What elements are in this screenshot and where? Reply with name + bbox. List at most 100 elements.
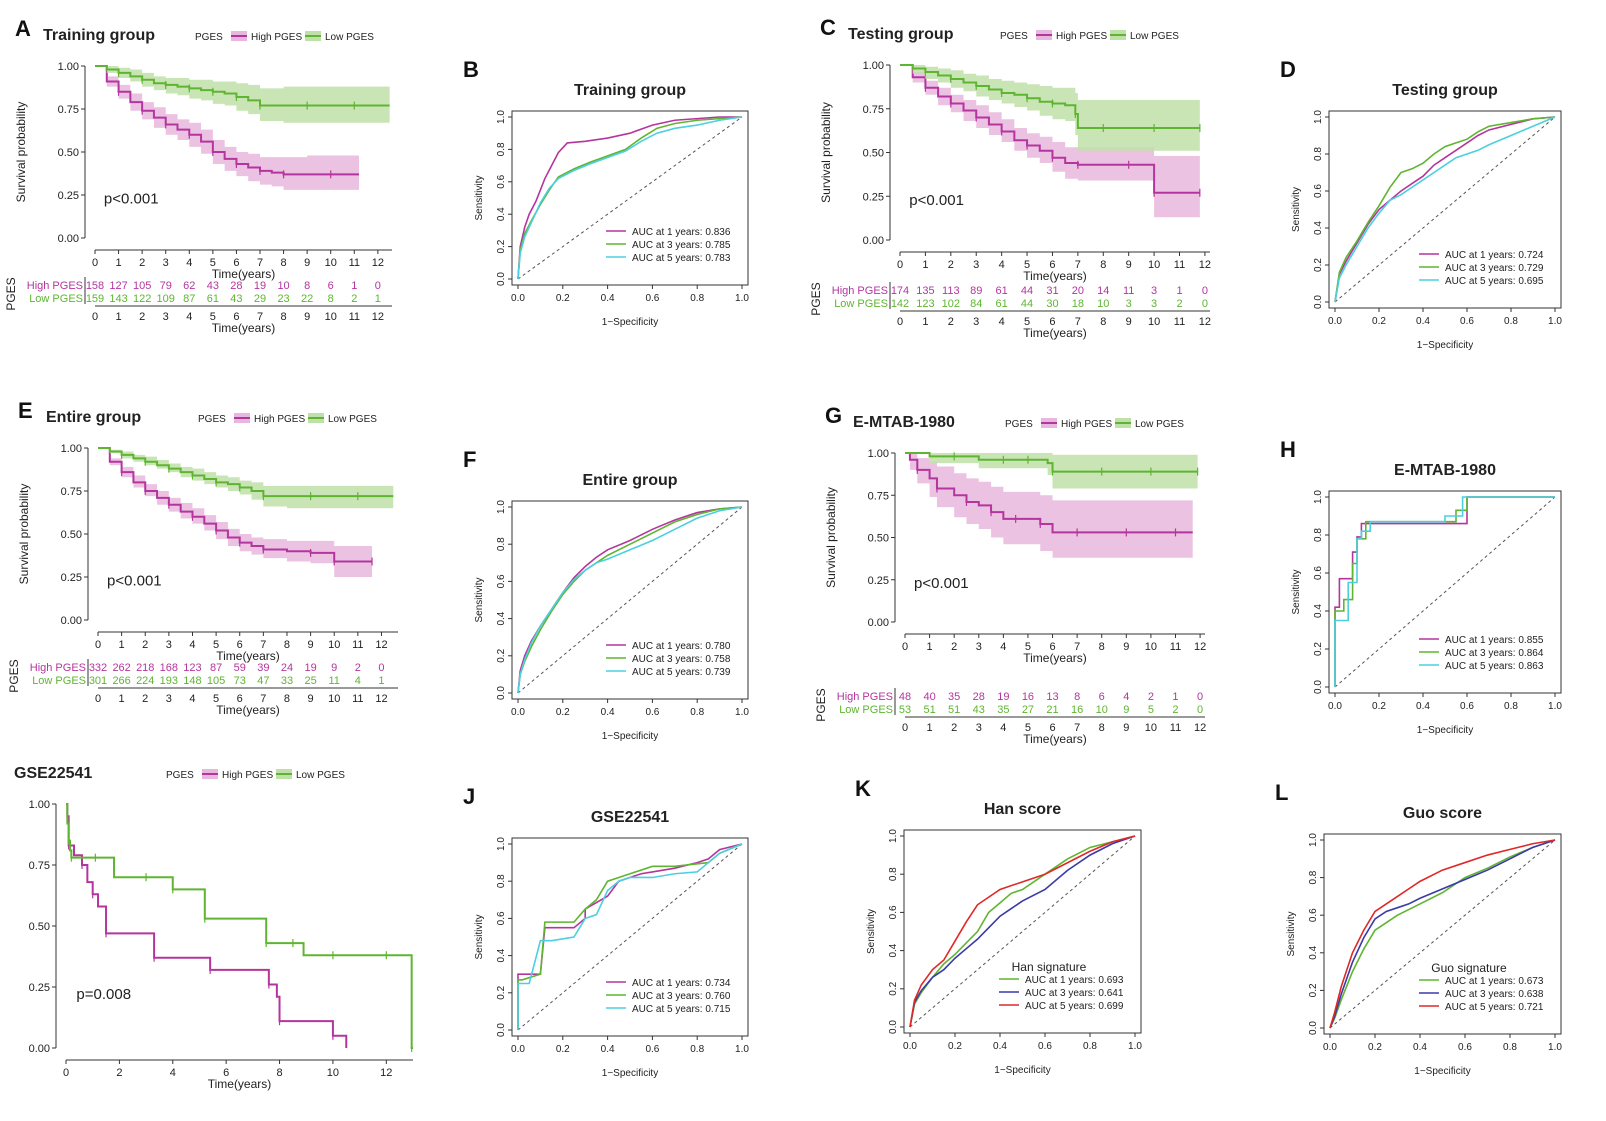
g-risk-low-cell: 27 [1022,704,1034,716]
c-risk-low-cell: 102 [942,298,960,310]
l-ytick-label: 0.2 [1308,983,1319,997]
l-ytick-label: 0.8 [1308,870,1319,884]
f-panel-letter: F [463,447,476,472]
j-xtick-label: 0.0 [511,1044,525,1055]
a-xtick-label: 2 [139,257,145,269]
g-risk-xtick-label: 1 [927,722,933,734]
c-risk-low-cell: 123 [916,298,934,310]
e-risk-xtick-label: 0 [95,693,101,705]
e-ylabel: Survival probability [17,484,31,585]
a-ci-band-high [95,66,359,190]
a-risk-xtick-label: 6 [233,311,239,323]
k-legend-label-2: AUC at 5 years: 0.699 [1025,1001,1124,1012]
g-xtick-label: 3 [976,641,982,653]
g-xtick-label: 1 [927,641,933,653]
j-title: GSE22541 [591,809,669,826]
g-xtick-label: 0 [902,641,908,653]
d-ytick-label: 0.0 [1313,295,1324,309]
a-pvalue: p<0.001 [104,191,159,208]
g-risk-low-cell: 35 [997,704,1009,716]
c-xtick-label: 10 [1148,259,1160,271]
g-risk-xtick-label: 7 [1074,722,1080,734]
f-legend-label-2: AUC at 5 years: 0.739 [632,667,731,678]
c-risk-high-cell: 20 [1072,285,1084,297]
e-risk-pges: PGES [7,659,21,692]
a-risk-high-cell: 105 [133,280,151,292]
d-xtick-label: 0.4 [1416,316,1430,327]
a-risk-low-cell: 143 [109,293,127,305]
c-risk-low-cell: 61 [996,298,1008,310]
a-risk-high-cell: 62 [183,280,195,292]
d-ylabel: Sensitivity [1291,187,1302,232]
h-legend-label-1: AUC at 3 years: 0.864 [1445,648,1544,659]
f-frame [511,500,749,700]
g-risk-pges: PGES [814,688,828,721]
h-ytick-label: 0.8 [1313,528,1324,542]
l-ylabel: Sensitivity [1286,911,1297,956]
a-risk-xtick-label: 9 [304,311,310,323]
c-ci-band-high [900,65,1200,218]
b-frame [511,110,749,286]
f-ytick-label: 0.4 [496,611,507,625]
e-risk-xtick-label: 5 [213,693,219,705]
g-risk-low-cell: 21 [1046,704,1058,716]
c-risk-low-cell: 3 [1151,298,1157,310]
c-risk-xtick-label: 3 [973,316,979,328]
c-curve-high [900,64,1200,194]
b-panel-letter: B [463,57,479,82]
c-ylabel: Survival probability [819,102,833,203]
e-risk-xtick-label: 12 [375,693,387,705]
e-xtick-label: 10 [328,639,340,651]
b-ytick-label: 0.4 [496,207,507,221]
c-risk-high-cell: 89 [970,285,982,297]
a-risk-high-cell: 28 [230,280,242,292]
e-risk-low-cell: 11 [329,675,340,687]
c-xtick-label: 3 [973,259,979,271]
j-xtick-label: 0.6 [645,1044,659,1055]
c-risk-high-cell: 113 [942,285,960,297]
j-xtick-label: 1.0 [735,1044,749,1055]
g-risk-low-cell: 0 [1197,704,1203,716]
c-xtick-label: 1 [922,259,928,271]
g-xtick-label: 11 [1170,641,1181,653]
e-panel-letter: E [18,398,33,423]
h-ytick-label: 0.4 [1313,604,1324,618]
a-risk-xtick-label: 10 [325,311,337,323]
d-xtick-label: 1.0 [1548,316,1562,327]
f-xtick-label: 1.0 [735,707,749,718]
a-risk-low-cell: 29 [254,293,266,305]
a-risk-high-cell: 8 [304,280,310,292]
j-xtick-label: 0.4 [601,1044,615,1055]
b-xtick-label: 0.2 [556,293,570,304]
b-roc-curve-5y [517,116,743,280]
g-risk-high-cell: 13 [1046,691,1058,703]
g-risk-xtick-label: 4 [1000,722,1006,734]
b-xtick-label: 1.0 [735,293,749,304]
l-ytick-label: 1.0 [1308,833,1319,847]
d-ytick-label: 0.4 [1313,221,1324,235]
d-legend-label-2: AUC at 5 years: 0.695 [1445,276,1544,287]
e-risk-high-cell: 24 [281,662,293,674]
a-risk-xlabel: Time(years) [212,321,276,335]
e-risk-low-cell: 266 [112,675,130,687]
l-legend-title: Guo signature [1431,961,1507,975]
i-xtick-label: 4 [170,1067,176,1079]
c-risk-label-high: High PGES [832,285,888,297]
c-ytick-label: 1.00 [863,60,884,72]
j-ytick-label: 0.2 [496,985,507,999]
j-diagonal [517,843,743,1031]
c-risk-high-cell: 1 [1176,285,1182,297]
g-risk-xtick-label: 3 [976,722,982,734]
f-xtick-label: 0.0 [511,707,525,718]
g-legend-low: Low PGES [1135,419,1184,430]
g-risk-low-cell: 9 [1123,704,1129,716]
a-xtick-label: 6 [233,257,239,269]
e-risk-high-cell: 2 [355,662,361,674]
g-xtick-label: 7 [1074,641,1080,653]
g-xtick-label: 6 [1049,641,1055,653]
b-legend-label-1: AUC at 3 years: 0.785 [632,240,731,251]
g-risk-high-cell: 0 [1197,691,1203,703]
k-diagonal [909,835,1136,1028]
e-xtick-label: 1 [119,639,125,651]
a-risk-low-cell: 159 [86,293,104,305]
